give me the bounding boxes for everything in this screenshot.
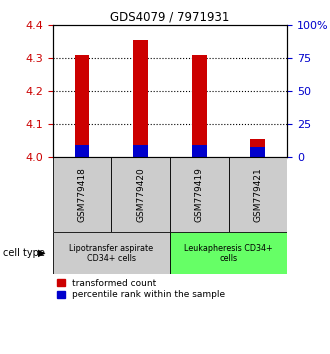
Bar [170, 233, 287, 274]
Legend: transformed count, percentile rank within the sample: transformed count, percentile rank withi… [57, 279, 225, 299]
Text: cell type: cell type [3, 248, 45, 258]
Bar [112, 157, 170, 233]
Bar [133, 145, 148, 157]
Text: GSM779420: GSM779420 [136, 167, 145, 222]
Bar [250, 147, 265, 157]
Bar [75, 145, 89, 157]
Text: Lipotransfer aspirate
CD34+ cells: Lipotransfer aspirate CD34+ cells [69, 244, 153, 263]
Text: GSM779421: GSM779421 [253, 167, 262, 222]
Bar [228, 157, 287, 233]
Text: GSM779419: GSM779419 [195, 167, 204, 222]
Bar [133, 40, 148, 157]
Title: GDS4079 / 7971931: GDS4079 / 7971931 [110, 11, 230, 24]
Bar [75, 55, 89, 157]
Bar [192, 55, 207, 157]
Bar [53, 157, 112, 233]
Text: ▶: ▶ [38, 248, 46, 258]
Bar [53, 233, 170, 274]
Text: GSM779418: GSM779418 [78, 167, 86, 222]
Bar [250, 139, 265, 157]
Bar [192, 145, 207, 157]
Text: Leukapheresis CD34+
cells: Leukapheresis CD34+ cells [184, 244, 273, 263]
Bar [170, 157, 229, 233]
